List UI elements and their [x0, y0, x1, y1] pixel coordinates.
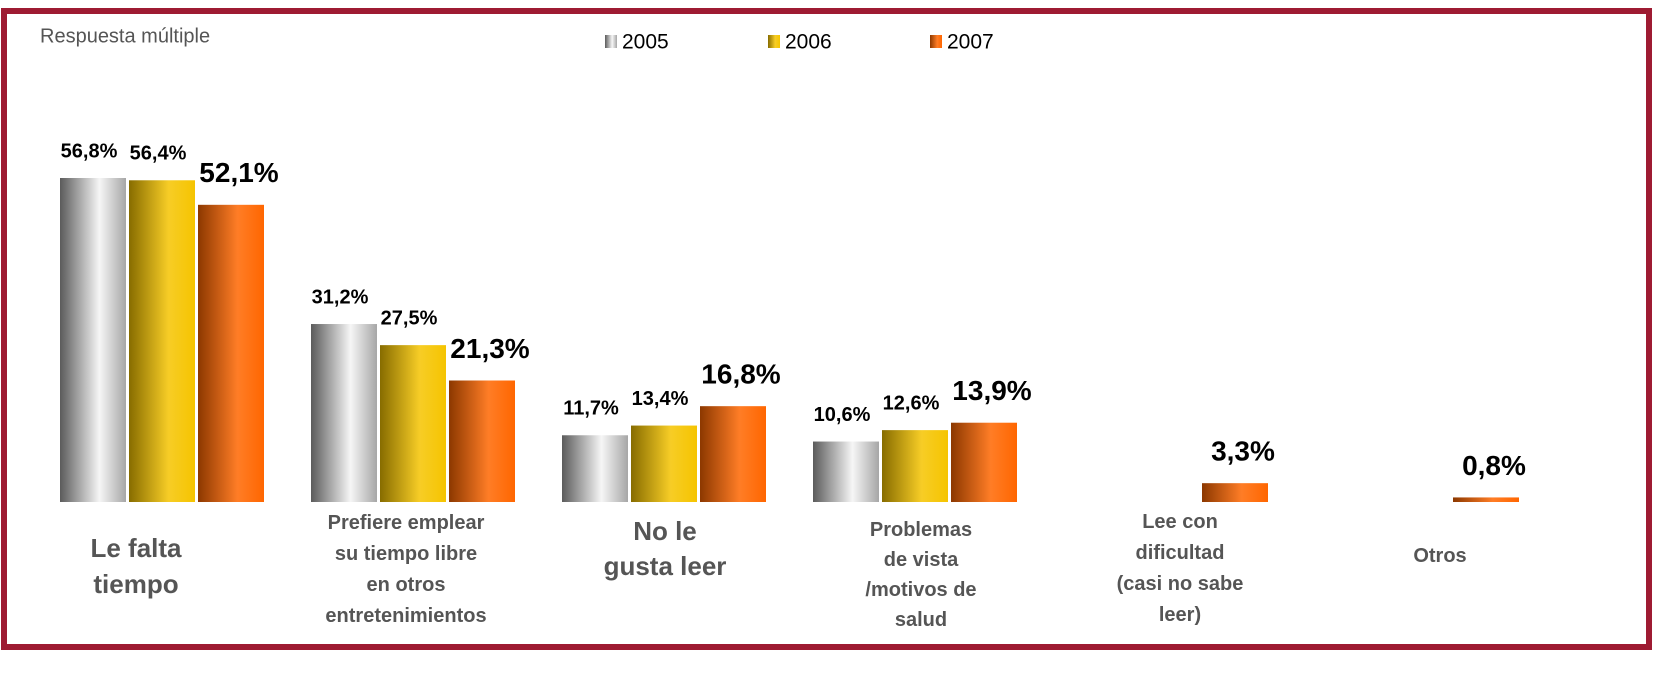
value-label: 11,7%	[563, 398, 619, 420]
subtitle: Respuesta múltiple	[40, 25, 210, 47]
value-label: 27,5%	[381, 307, 438, 329]
value-label: 56,8%	[61, 140, 118, 162]
frame	[1, 8, 1652, 650]
bar	[60, 178, 126, 502]
value-label: 12,6%	[883, 392, 940, 414]
value-label: 10,6%	[814, 404, 871, 426]
bar	[882, 430, 948, 502]
bar	[951, 422, 1017, 502]
value-label: 56,4%	[130, 143, 187, 165]
bar	[562, 435, 628, 502]
value-label: 52,1%	[199, 157, 278, 188]
value-label: 13,4%	[632, 388, 689, 410]
category-label: Otros	[1413, 545, 1466, 567]
value-label: 16,8%	[701, 359, 780, 390]
category-label: Le falta tiempo	[90, 533, 182, 599]
value-label: 31,2%	[312, 286, 369, 308]
bar	[631, 425, 697, 502]
bar	[1453, 497, 1519, 502]
category-label: No le gusta leer	[604, 516, 727, 581]
legend-swatch	[605, 35, 617, 48]
category-label: Problemas de vista/motivos de salud	[865, 519, 976, 631]
bar	[449, 380, 515, 502]
bar	[198, 204, 264, 502]
bar	[380, 345, 446, 502]
bar	[311, 324, 377, 502]
value-label: 13,9%	[952, 375, 1031, 406]
category-label: Prefiere emplear su tiempo libre en otros e…	[325, 512, 486, 627]
legend-swatch	[768, 35, 780, 48]
bar	[1202, 483, 1268, 502]
legend-label: 2005	[622, 31, 669, 54]
legend-swatch	[930, 35, 942, 48]
value-label: 3,3%	[1211, 436, 1275, 467]
value-label: 21,3%	[450, 333, 529, 364]
bar	[813, 441, 879, 502]
legend-label: 2007	[947, 31, 994, 54]
bar	[129, 180, 195, 503]
category-label: Lee con dificultad (casi no sabe leer)	[1117, 511, 1244, 626]
value-label: 0,8%	[1462, 450, 1526, 481]
legend-label: 2006	[785, 31, 832, 54]
bar	[700, 406, 766, 502]
